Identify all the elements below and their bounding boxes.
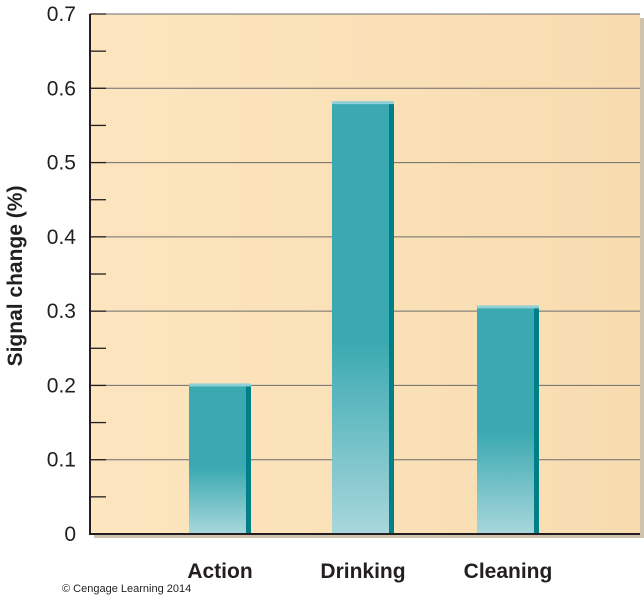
bar-top [477,305,539,309]
bar-action [189,383,251,534]
y-tick-label: 0.3 [47,300,76,323]
y-tick-label: 0.1 [47,449,76,472]
y-tick-label: 0.7 [47,3,76,26]
bar-cleaning [477,305,539,534]
bars [189,101,539,535]
bar-side [534,307,539,534]
bar-face [332,103,389,535]
y-tick-label: 0.4 [47,226,77,249]
axes [89,13,640,535]
bar-face [189,385,246,534]
x-category-label: Cleaning [464,560,553,583]
bar-side [389,103,394,535]
bar-top [332,101,394,105]
y-axis-title: Signal change (%) [4,186,27,367]
bar-face [477,307,534,534]
labels: 0 0.1 0.2 0.3 0.4 0.5 0.6 0.7 Action Drinking Clea… [47,3,553,583]
y-tick-label: 0 [64,523,76,546]
copyright-credit: © Cengage Learning 2014 [62,583,192,595]
y-tick-label: 0.5 [47,152,76,175]
bar-side [246,385,251,534]
x-category-label: Drinking [320,560,405,583]
bar-top [189,383,251,387]
y-tick-label: 0.6 [47,77,76,100]
y-tick-label: 0.2 [47,374,76,397]
bar-drinking [332,101,394,535]
x-category-label: Action [187,560,252,583]
